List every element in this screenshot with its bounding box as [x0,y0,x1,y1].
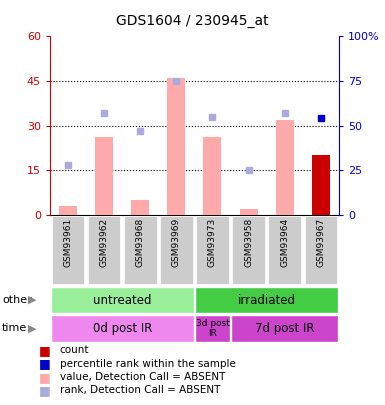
Bar [276,119,294,215]
Text: ■: ■ [38,371,50,384]
FancyBboxPatch shape [232,216,265,284]
FancyBboxPatch shape [88,216,121,284]
Text: GSM93958: GSM93958 [244,218,253,267]
FancyBboxPatch shape [124,216,157,284]
FancyBboxPatch shape [160,216,192,284]
FancyBboxPatch shape [196,216,229,284]
Text: percentile rank within the sample: percentile rank within the sample [60,359,236,369]
Text: ■: ■ [38,357,50,370]
Text: 7d post IR: 7d post IR [255,322,315,335]
Text: other: other [2,295,32,305]
Bar [131,200,149,215]
Text: ■: ■ [38,384,50,397]
Text: value, Detection Call = ABSENT: value, Detection Call = ABSENT [60,372,225,382]
Text: untreated: untreated [93,294,151,307]
Text: ■: ■ [38,344,50,357]
FancyBboxPatch shape [52,216,84,284]
FancyBboxPatch shape [268,216,301,284]
FancyBboxPatch shape [195,287,338,313]
Text: 3d post
IR: 3d post IR [196,319,229,338]
Text: ▶: ▶ [28,295,36,305]
Text: GSM93964: GSM93964 [280,218,289,267]
Text: time: time [2,324,27,333]
Bar [167,78,186,215]
FancyBboxPatch shape [51,287,194,313]
Text: GSM93973: GSM93973 [208,218,217,267]
Bar [312,155,330,215]
Text: GSM93962: GSM93962 [100,218,109,267]
Text: irradiated: irradiated [238,294,296,307]
Text: count: count [60,345,89,355]
Text: 0d post IR: 0d post IR [92,322,152,335]
Text: GSM93961: GSM93961 [64,218,73,267]
Text: rank, Detection Call = ABSENT: rank, Detection Call = ABSENT [60,386,220,395]
Bar [203,137,221,215]
Bar [239,209,258,215]
FancyBboxPatch shape [231,315,338,342]
Text: GSM93968: GSM93968 [136,218,145,267]
Text: ▶: ▶ [28,324,36,333]
FancyBboxPatch shape [305,216,337,284]
Text: GSM93967: GSM93967 [316,218,325,267]
Text: GDS1604 / 230945_at: GDS1604 / 230945_at [116,14,269,28]
FancyBboxPatch shape [51,315,194,342]
Bar [59,206,77,215]
FancyBboxPatch shape [195,315,230,342]
Bar [95,137,113,215]
Text: GSM93969: GSM93969 [172,218,181,267]
